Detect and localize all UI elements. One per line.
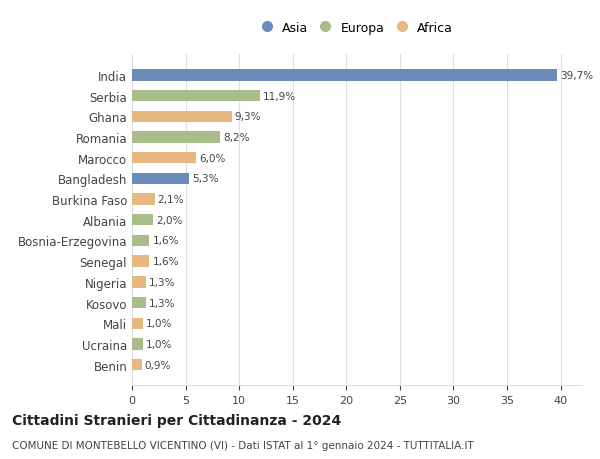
Text: 8,2%: 8,2% — [223, 133, 250, 143]
Bar — [132, 235, 149, 246]
Text: Cittadini Stranieri per Cittadinanza - 2024: Cittadini Stranieri per Cittadinanza - 2… — [12, 413, 341, 427]
Text: 1,3%: 1,3% — [149, 277, 176, 287]
Text: COMUNE DI MONTEBELLO VICENTINO (VI) - Dati ISTAT al 1° gennaio 2024 - TUTTITALIA: COMUNE DI MONTEBELLO VICENTINO (VI) - Da… — [12, 440, 474, 450]
Text: 1,6%: 1,6% — [152, 236, 179, 246]
Bar — [132, 359, 142, 370]
Bar — [132, 339, 143, 350]
Text: 39,7%: 39,7% — [560, 71, 593, 81]
Bar — [132, 318, 143, 329]
Text: 1,3%: 1,3% — [149, 298, 176, 308]
Bar — [132, 297, 146, 308]
Text: 0,9%: 0,9% — [145, 360, 171, 370]
Bar — [132, 174, 189, 185]
Text: 1,0%: 1,0% — [146, 319, 172, 329]
Text: 11,9%: 11,9% — [263, 91, 296, 101]
Legend: Asia, Europa, Africa: Asia, Europa, Africa — [258, 18, 456, 39]
Bar — [132, 132, 220, 143]
Text: 1,0%: 1,0% — [146, 339, 172, 349]
Bar — [132, 277, 146, 288]
Text: 6,0%: 6,0% — [199, 153, 226, 163]
Bar — [132, 153, 196, 164]
Bar — [132, 70, 557, 81]
Bar — [132, 256, 149, 267]
Text: 2,0%: 2,0% — [157, 215, 183, 225]
Bar — [132, 91, 260, 102]
Bar — [132, 112, 232, 123]
Text: 1,6%: 1,6% — [152, 257, 179, 267]
Text: 5,3%: 5,3% — [192, 174, 218, 184]
Text: 9,3%: 9,3% — [235, 112, 262, 122]
Bar — [132, 194, 155, 205]
Bar — [132, 215, 154, 226]
Text: 2,1%: 2,1% — [158, 195, 184, 205]
